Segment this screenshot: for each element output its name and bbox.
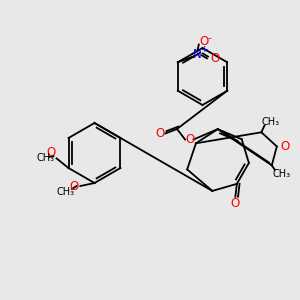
- Text: O: O: [69, 179, 78, 193]
- Text: O: O: [46, 146, 55, 159]
- Text: CH₃: CH₃: [273, 169, 291, 179]
- Text: +: +: [200, 45, 208, 54]
- Text: O: O: [200, 35, 209, 48]
- Text: CH₃: CH₃: [57, 187, 75, 197]
- Text: N: N: [193, 48, 202, 61]
- Text: O: O: [280, 140, 290, 153]
- Text: O: O: [231, 197, 240, 210]
- Text: -: -: [207, 34, 211, 44]
- Text: CH₃: CH₃: [261, 117, 279, 127]
- Text: O: O: [155, 127, 164, 140]
- Text: O: O: [211, 52, 220, 65]
- Text: CH₃: CH₃: [36, 153, 55, 164]
- Text: O: O: [186, 133, 195, 146]
